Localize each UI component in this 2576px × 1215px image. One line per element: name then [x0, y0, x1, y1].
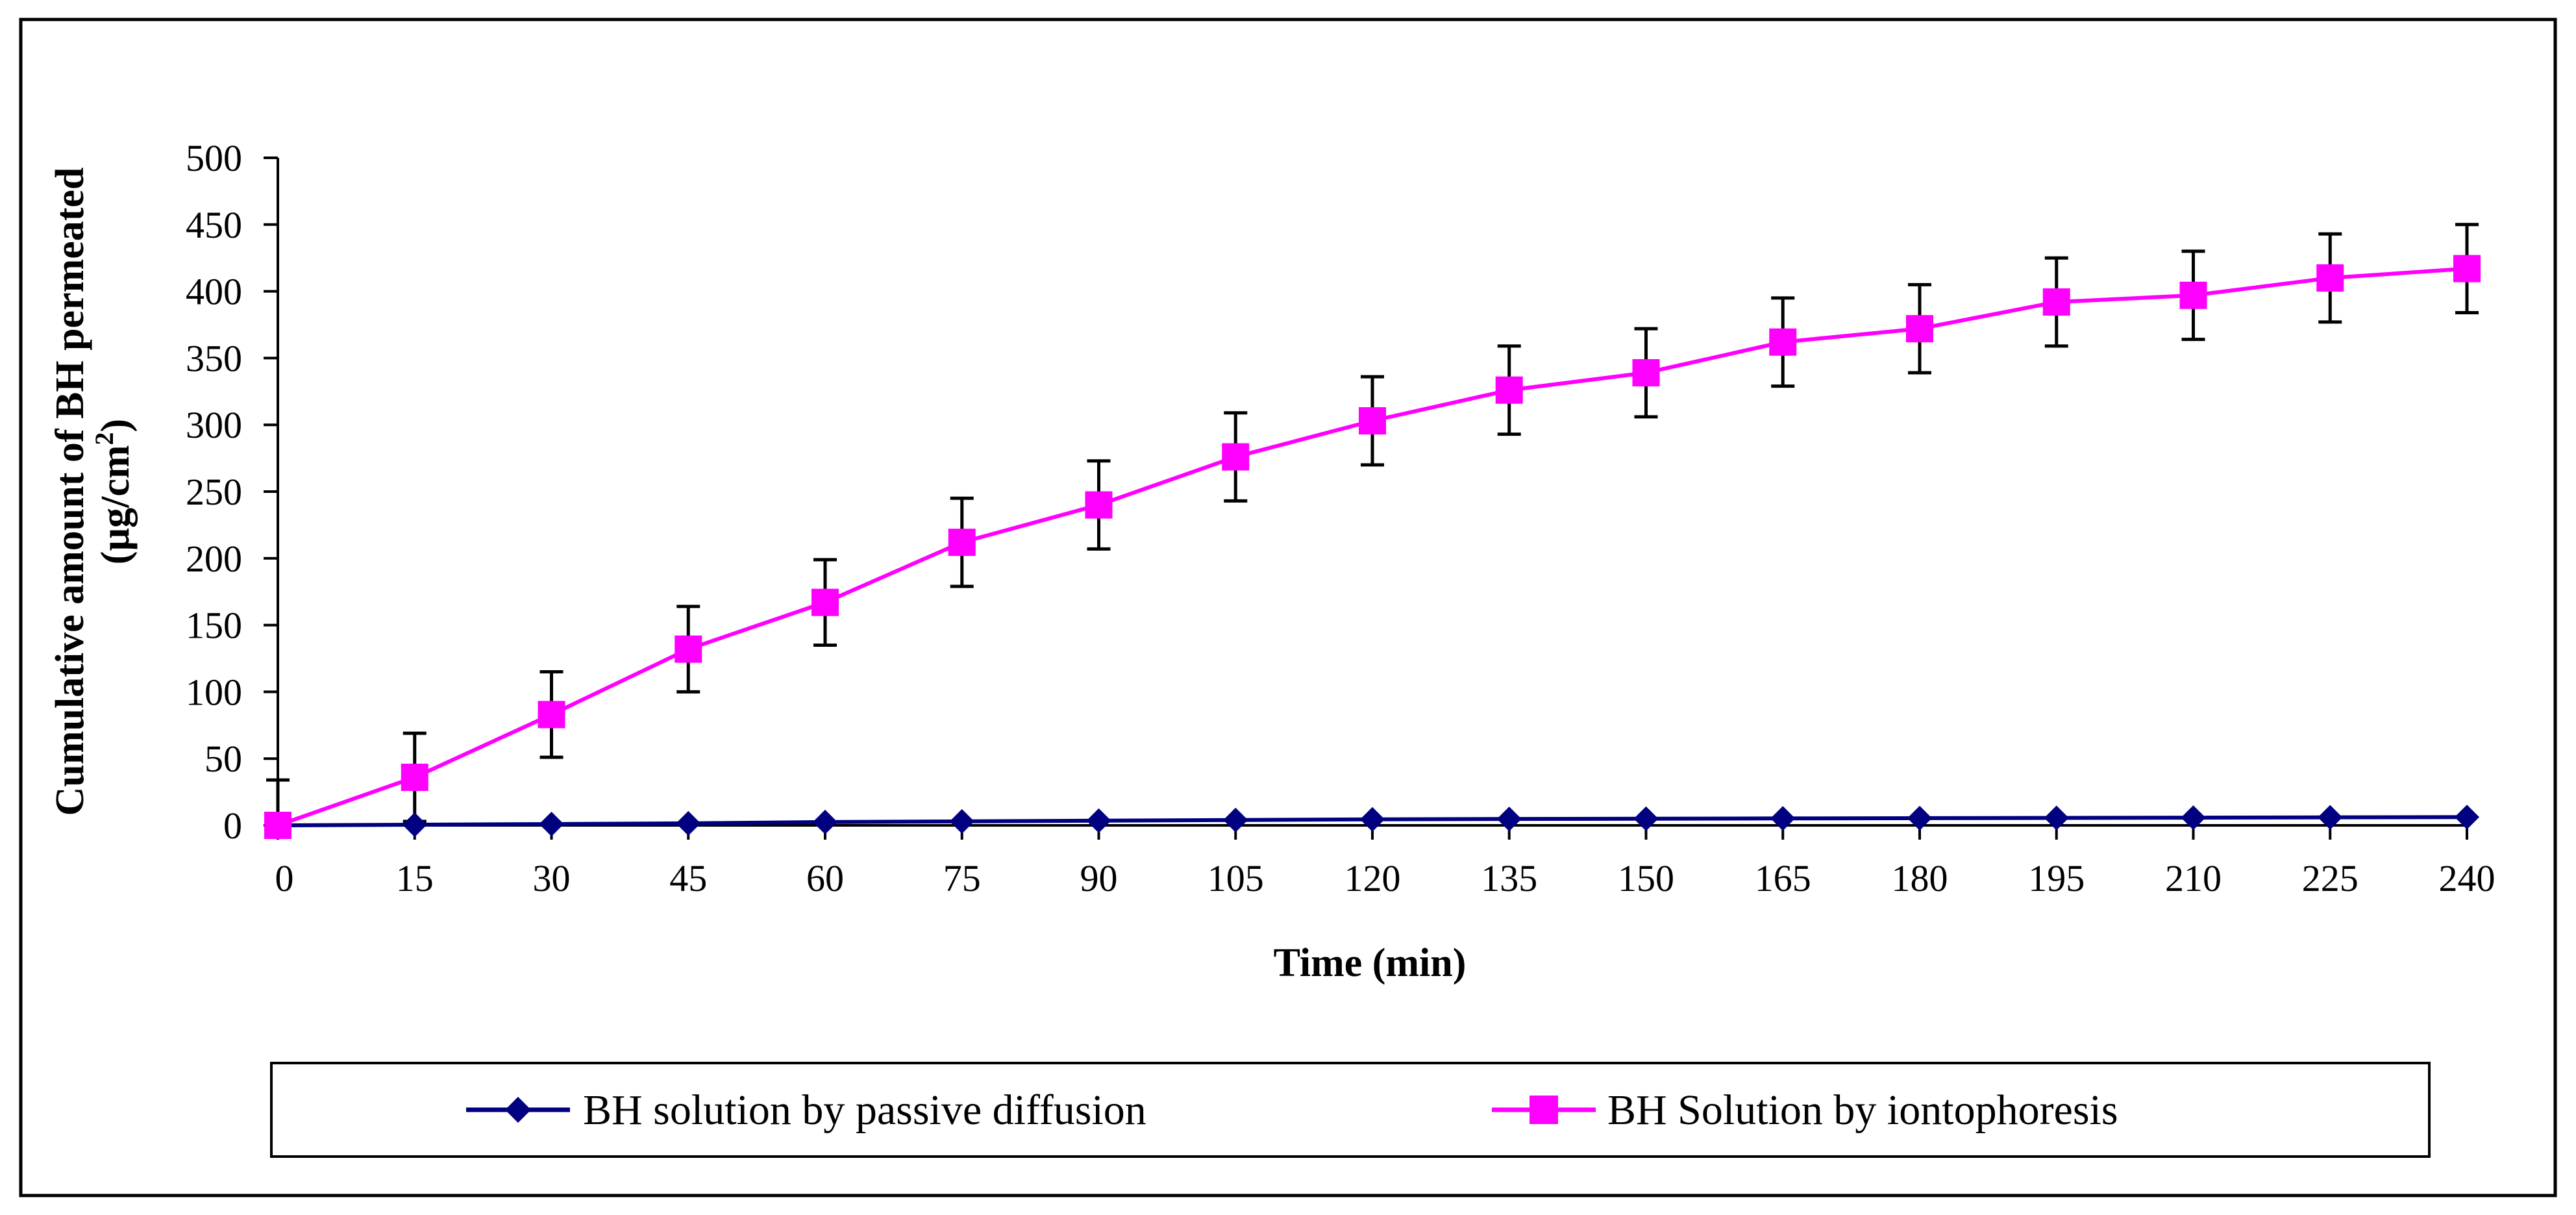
data-point-iontophoresis — [2316, 264, 2344, 292]
y-tick-label: 500 — [186, 137, 242, 179]
x-tick-label: 240 — [2439, 857, 2496, 899]
data-point-iontophoresis — [2179, 281, 2207, 309]
data-point-iontophoresis — [264, 812, 291, 839]
y-axis-unit-superscript: 2 — [90, 432, 119, 445]
data-point-iontophoresis — [1906, 315, 1933, 343]
data-point-passive-diffusion — [1223, 807, 1248, 833]
data-point-passive-diffusion — [1770, 806, 1796, 831]
y-tick-label: 50 — [204, 738, 242, 780]
legend-box — [270, 1062, 2431, 1158]
y-tick-label: 150 — [186, 605, 242, 647]
y-axis-unit-suffix: ) — [93, 419, 138, 432]
x-tick-label: 180 — [1892, 857, 1948, 899]
data-point-passive-diffusion — [1633, 806, 1659, 831]
x-tick-label: 105 — [1208, 857, 1264, 899]
x-tick-label: 150 — [1618, 857, 1674, 899]
x-tick-label: 15 — [396, 857, 434, 899]
y-tick-label: 400 — [186, 271, 242, 313]
x-tick-label: 210 — [2165, 857, 2222, 899]
data-point-iontophoresis — [811, 588, 839, 616]
y-tick-label: 100 — [186, 671, 242, 713]
y-axis-title-line2: (µg/cm2) — [90, 419, 138, 564]
legend-label-iontophoresis: BH Solution by iontophoresis — [1607, 1086, 2118, 1134]
data-point-iontophoresis — [538, 701, 565, 729]
y-tick-label: 450 — [186, 204, 242, 246]
x-tick-label: 120 — [1344, 857, 1401, 899]
x-tick-label: 225 — [2302, 857, 2359, 899]
data-point-passive-diffusion — [813, 809, 837, 834]
x-tick-label: 75 — [943, 857, 981, 899]
y-tick-label: 250 — [186, 471, 242, 513]
data-point-passive-diffusion — [1360, 807, 1385, 832]
legend-marker-passive — [505, 1097, 531, 1123]
y-axis-unit-prefix: (µg/cm — [93, 445, 138, 564]
y-tick-label: 300 — [186, 404, 242, 446]
x-axis-title: Time (min) — [1274, 941, 1467, 985]
data-point-passive-diffusion — [1907, 805, 1932, 831]
x-tick-label: 135 — [1481, 857, 1537, 899]
legend-label-passive: BH solution by passive diffusion — [583, 1086, 1146, 1134]
chart-border — [19, 18, 2557, 1197]
data-point-iontophoresis — [1632, 359, 1660, 387]
data-point-iontophoresis — [1769, 328, 1797, 356]
x-tick-label: 90 — [1080, 857, 1118, 899]
data-point-iontophoresis — [2042, 288, 2070, 316]
x-axis-ticks: 0 15 30 45 60 75 90 105 120 135 150 165 180 195 210 225… — [275, 825, 2496, 899]
data-point-passive-diffusion — [1086, 808, 1111, 833]
data-point-passive-diffusion — [402, 812, 427, 837]
x-tick-label: 195 — [2028, 857, 2085, 899]
x-tick-label: 165 — [1755, 857, 1811, 899]
data-point-iontophoresis — [401, 763, 428, 791]
data-point-iontophoresis — [1359, 407, 1386, 435]
y-axis-title-line1: Cumulative amount of BH permeated — [48, 168, 92, 816]
y-tick-label: 0 — [223, 805, 242, 847]
data-point-passive-diffusion — [2044, 805, 2069, 831]
data-point-passive-diffusion — [676, 810, 701, 836]
data-point-iontophoresis — [1222, 443, 1250, 471]
legend-marker-iontophoresis — [1530, 1096, 1558, 1124]
data-point-passive-diffusion — [2455, 805, 2479, 830]
x-tick-label: 60 — [806, 857, 844, 899]
x-tick-label: 30 — [533, 857, 571, 899]
legend: BH solution by passive diffusion BH Solu… — [270, 1062, 2431, 1158]
data-point-iontophoresis — [675, 635, 702, 663]
x-tick-label: 0 — [275, 857, 294, 899]
data-point-passive-diffusion — [539, 811, 564, 836]
y-tick-label: 350 — [186, 337, 242, 379]
data-point-iontophoresis — [2453, 255, 2481, 282]
data-point-passive-diffusion — [2318, 805, 2343, 830]
data-point-iontophoresis — [1085, 491, 1113, 519]
y-axis-ticks: 0 50 100 150 200 250 300 350 400 450 500 — [186, 137, 278, 847]
series-markers — [264, 255, 2481, 839]
x-tick-label: 45 — [669, 857, 707, 899]
y-tick-label: 200 — [186, 538, 242, 580]
data-point-passive-diffusion — [949, 808, 974, 834]
data-point-iontophoresis — [1495, 376, 1523, 404]
data-point-passive-diffusion — [1496, 807, 1522, 832]
data-point-iontophoresis — [948, 529, 976, 557]
data-point-passive-diffusion — [2181, 805, 2206, 831]
